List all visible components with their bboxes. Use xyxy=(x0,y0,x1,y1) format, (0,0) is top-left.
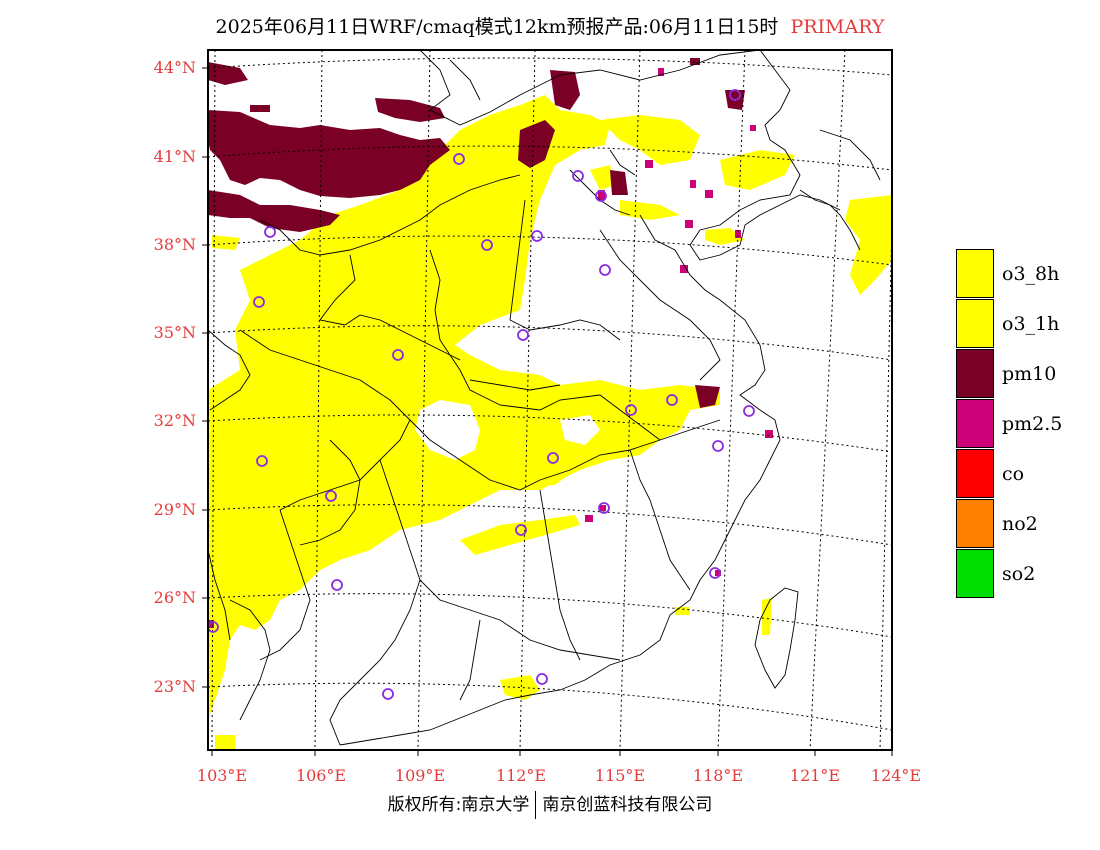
lon-label-121: 121°E xyxy=(790,766,840,785)
legend-item-no2: no2 xyxy=(956,499,1076,549)
legend-label: so2 xyxy=(1002,563,1036,585)
legend-swatch xyxy=(956,399,994,448)
legend-label: o3_1h xyxy=(1002,313,1060,335)
legend-swatch xyxy=(956,349,994,398)
lon-label-103: 103°E xyxy=(197,766,247,785)
legend-swatch xyxy=(956,449,994,498)
pm10-concentration-area xyxy=(208,58,745,408)
lat-label-38: 38°N xyxy=(154,235,196,254)
legend-item-co: co xyxy=(956,449,1076,499)
pollutant-legend: o3_8h o3_1h pm10 pm2.5 co no2 so2 xyxy=(956,249,1076,599)
legend-swatch xyxy=(956,299,994,348)
legend-swatch xyxy=(956,499,994,548)
legend-label: o3_8h xyxy=(1002,263,1060,285)
legend-swatch xyxy=(956,549,994,598)
legend-label: no2 xyxy=(1002,513,1038,535)
footer-separator xyxy=(535,791,537,819)
lon-labels: 103°E 106°E 109°E 112°E 115°E 118°E 121°… xyxy=(197,766,921,785)
copyright-footer: 版权所有:南京大学 南京创蓝科技有限公司 xyxy=(0,790,1100,819)
title-text: 2025年06月11日WRF/cmaq模式12km预报产品:06月11日15时 xyxy=(215,16,779,38)
lat-label-29: 29°N xyxy=(154,500,196,519)
legend-label: pm2.5 xyxy=(1002,413,1063,435)
lon-label-106: 106°E xyxy=(296,766,346,785)
lon-label-124: 124°E xyxy=(871,766,921,785)
legend-swatch xyxy=(956,249,994,298)
legend-item-pm25: pm2.5 xyxy=(956,399,1076,449)
lat-labels: 44°N 41°N 38°N 35°N 32°N 29°N 26°N 23°N xyxy=(154,58,196,696)
graticule xyxy=(208,50,892,750)
legend-label: co xyxy=(1002,463,1025,485)
station-markers xyxy=(208,89,755,700)
copyright-right: 南京创蓝科技有限公司 xyxy=(542,795,713,815)
map-title: 2025年06月11日WRF/cmaq模式12km预报产品:06月11日15时 P… xyxy=(0,12,1100,39)
lat-label-32: 32°N xyxy=(154,411,196,430)
legend-item-so2: so2 xyxy=(956,549,1076,599)
boundaries xyxy=(208,50,881,746)
lat-label-23: 23°N xyxy=(154,677,196,696)
primary-label: PRIMARY xyxy=(790,16,885,38)
lon-label-115: 115°E xyxy=(595,766,645,785)
legend-label: pm10 xyxy=(1002,363,1057,385)
pm25-concentration-area xyxy=(208,68,773,628)
lat-label-44: 44°N xyxy=(154,58,196,77)
map-frame xyxy=(207,49,893,751)
o3-concentration-area xyxy=(208,95,892,750)
lat-label-26: 26°N xyxy=(154,588,196,607)
axis-ticks xyxy=(202,67,893,756)
lon-label-109: 109°E xyxy=(395,766,445,785)
lat-label-35: 35°N xyxy=(154,323,196,342)
lon-label-118: 118°E xyxy=(693,766,743,785)
lat-label-41: 41°N xyxy=(154,147,196,166)
copyright-left: 版权所有:南京大学 xyxy=(387,795,530,815)
lon-label-112: 112°E xyxy=(496,766,546,785)
map-content xyxy=(208,50,892,750)
legend-item-o3-1h: o3_1h xyxy=(956,299,1076,349)
legend-item-o3-8h: o3_8h xyxy=(956,249,1076,299)
legend-item-pm10: pm10 xyxy=(956,349,1076,399)
